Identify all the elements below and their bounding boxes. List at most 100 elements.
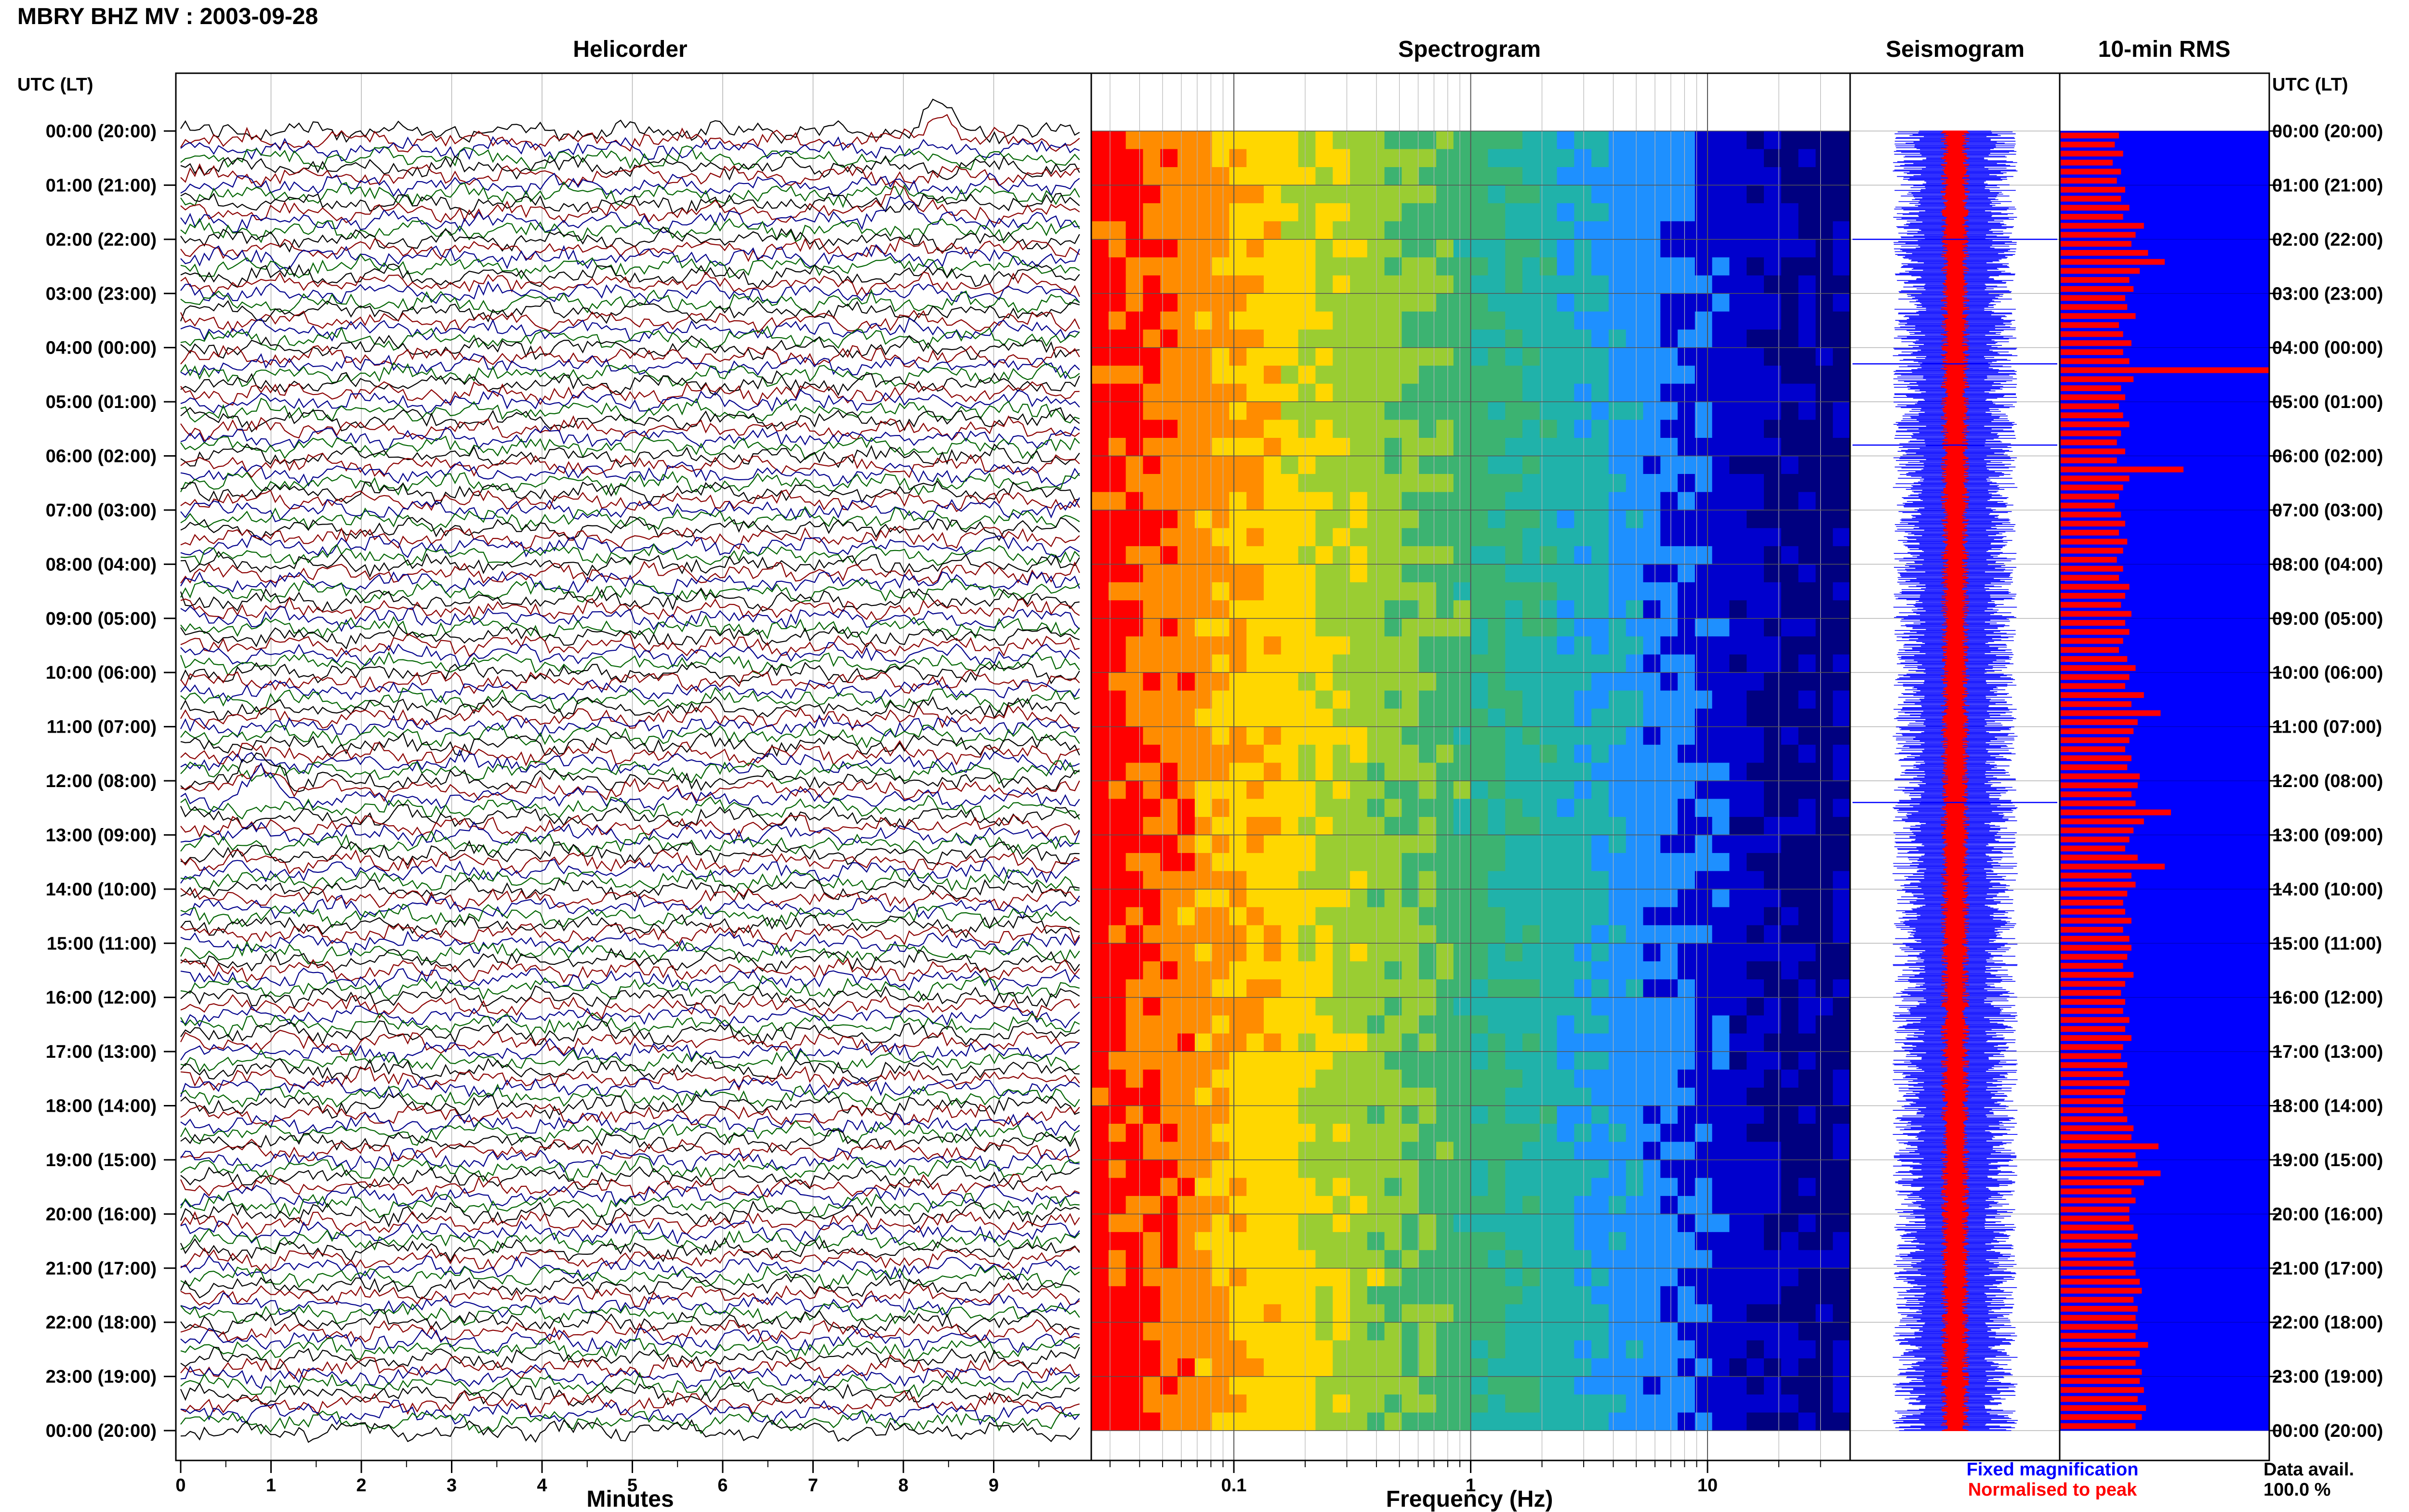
spectrogram-cell [1143, 438, 1161, 457]
spectrogram-cell [1781, 203, 1799, 222]
spectrogram-cell [1194, 1196, 1213, 1214]
spectrogram-cell [1419, 1033, 1437, 1052]
spectrogram-cell [1419, 221, 1437, 240]
spectrogram-cell [1539, 889, 1558, 907]
spectrogram-cell [1125, 185, 1143, 204]
spectrogram-cell [1505, 1232, 1523, 1250]
spectrogram-cell [1160, 402, 1178, 421]
spectrogram-cell [1108, 1069, 1126, 1088]
spectrogram-cell [1419, 690, 1437, 709]
helicorder-trace [180, 723, 1080, 749]
spectrogram-cell [1160, 943, 1178, 962]
helicorder-trace [180, 1038, 1080, 1065]
spectrogram-cell [1729, 690, 1747, 709]
helicorder-trace [180, 471, 1080, 496]
spectrogram-cell [1143, 582, 1161, 601]
spectrogram-cell [1436, 347, 1454, 366]
spectrogram-cell [1522, 1052, 1540, 1070]
rms-bar [2061, 1242, 2131, 1249]
spectrogram-cell [1574, 473, 1592, 493]
spectrogram-cell [1298, 799, 1316, 817]
spectrogram-cell [1194, 925, 1213, 944]
helicorder-trace [180, 830, 1080, 856]
spectrogram-cell [1333, 221, 1350, 240]
spectrogram-cell [1263, 997, 1282, 1016]
spectrogram-cell [1281, 943, 1299, 962]
spectrogram-x-axis: 0.1 1 10 [1109, 1460, 1821, 1496]
spectrogram-cell [1402, 1412, 1419, 1431]
spectrogram-cell [1333, 546, 1350, 565]
spectrogram-cell [1557, 636, 1575, 655]
spectrogram-cell [1281, 816, 1299, 836]
spectrogram-cell [1678, 979, 1695, 998]
spectrogram-cell [1160, 709, 1178, 727]
spectrogram-cell [1488, 1105, 1506, 1124]
spectrogram-cell [1160, 221, 1178, 240]
rms-bar [2061, 340, 2131, 346]
spectrogram-cell [1453, 1268, 1471, 1287]
spectrogram-cell [1729, 1394, 1747, 1413]
spectrogram-cell [1419, 1088, 1437, 1106]
helicorder-trace [180, 155, 1080, 181]
spectrogram-cell [1712, 438, 1730, 457]
spectrogram-cell [1643, 1322, 1661, 1341]
spectrogram-cell [1436, 961, 1454, 980]
spectrogram-cell [1833, 329, 1851, 348]
spectrogram-cell [1315, 438, 1333, 457]
spectrogram-cell [1470, 1286, 1488, 1305]
spectrogram-cell [1436, 167, 1454, 186]
helicorder-trace [180, 551, 1080, 578]
spectrogram-cell [1281, 709, 1299, 727]
helicorder-tick-label: 4 [537, 1475, 547, 1496]
spectrogram-cell [1298, 1015, 1316, 1034]
spectrogram-cell [1833, 564, 1851, 583]
spectrogram-cell [1747, 943, 1764, 962]
spectrogram-cell [1591, 1286, 1609, 1305]
spectrogram-cell [1367, 221, 1385, 240]
spectrogram-cell [1798, 1052, 1816, 1070]
spectrogram-cell [1091, 221, 1109, 240]
row-label-left: 05:00 (01:00) [46, 392, 157, 412]
helicorder-trace [180, 958, 1080, 984]
spectrogram-cell [1660, 1214, 1678, 1233]
spectrogram-cell [1539, 402, 1558, 421]
spectrogram-cell [1333, 1304, 1350, 1323]
spectrogram-cell [1229, 275, 1247, 294]
spectrogram-cell [1367, 1232, 1385, 1250]
spectrogram-cell [1177, 347, 1195, 366]
rms-bar [2061, 250, 2148, 256]
spectrogram-cell [1402, 473, 1419, 493]
spectrogram-cell [1160, 492, 1178, 511]
spectrogram-cell [1660, 600, 1678, 619]
spectrogram-cell [1263, 510, 1282, 528]
spectrogram-cell [1125, 564, 1143, 583]
spectrogram-cell [1263, 1159, 1282, 1178]
spectrogram-cell [1246, 979, 1264, 998]
spectrogram-cell [1833, 799, 1851, 817]
helicorder-tick-label: 5 [627, 1475, 637, 1496]
spectrogram-cell [1281, 402, 1299, 421]
spectrogram-cell [1402, 131, 1419, 150]
spectrogram-cell [1815, 600, 1833, 619]
spectrogram-cell [1419, 835, 1437, 854]
spectrogram-cell [1798, 1159, 1816, 1178]
spectrogram-cell [1643, 1394, 1661, 1413]
spectrogram-cell [1453, 1069, 1471, 1088]
rms-bar [2061, 529, 2119, 536]
spectrogram-cell [1436, 799, 1454, 817]
spectrogram-cell [1764, 293, 1782, 312]
spectrogram-cell [1315, 1412, 1333, 1431]
spectrogram-cell [1522, 1250, 1540, 1269]
spectrogram-cell [1747, 1088, 1764, 1106]
spectrogram-cell [1660, 1069, 1678, 1088]
spectrogram-cell [1729, 1105, 1747, 1124]
spectrogram-cell [1333, 1376, 1350, 1395]
spectrogram-cell [1747, 853, 1764, 871]
spectrogram-cell [1522, 456, 1540, 474]
spectrogram-cell [1350, 420, 1368, 438]
spectrogram-cell [1626, 366, 1644, 384]
spectrogram-cell [1160, 1069, 1178, 1088]
spectrogram-cell [1557, 185, 1575, 204]
spectrogram-cell [1384, 221, 1402, 240]
spectrogram-cell [1747, 546, 1764, 565]
